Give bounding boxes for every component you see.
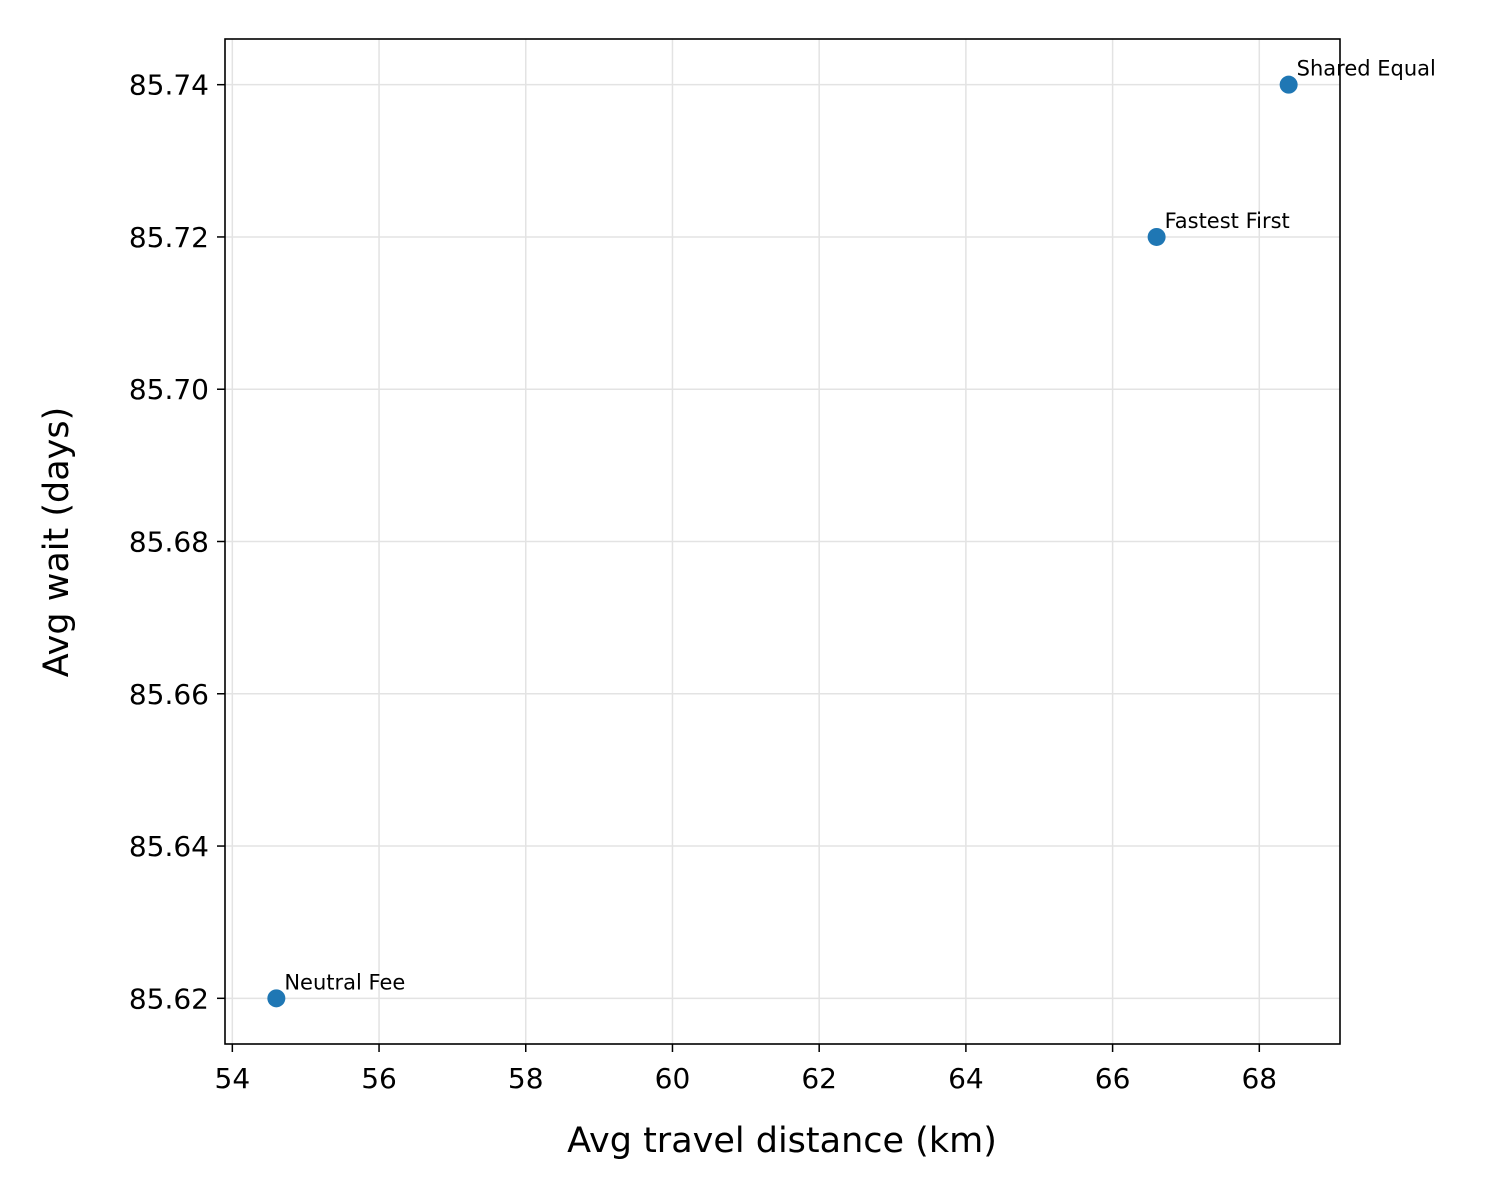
point-label: Fastest First [1165, 209, 1290, 233]
point-label: Shared Equal [1297, 57, 1436, 81]
y-tick-label: 85.68 [129, 526, 209, 559]
y-axis-title: Avg wait (days) [37, 407, 77, 678]
data-point [267, 989, 286, 1008]
x-tick-label: 66 [1095, 1062, 1131, 1095]
x-tick-label: 58 [508, 1062, 544, 1095]
y-tick-label: 85.74 [129, 69, 209, 102]
x-axis-ticks: 54 56 58 60 62 64 66 68 [215, 1044, 1277, 1095]
x-tick-label: 68 [1241, 1062, 1277, 1095]
x-tick-label: 62 [801, 1062, 837, 1095]
x-tick-label: 64 [948, 1062, 984, 1095]
x-tick-label: 56 [361, 1062, 397, 1095]
x-tick-label: 54 [215, 1062, 251, 1095]
y-tick-label: 85.70 [129, 373, 209, 406]
y-tick-label: 85.72 [129, 221, 209, 254]
point-label: Neutral Fee [284, 970, 405, 994]
y-axis-ticks: 85.62 85.64 85.66 85.68 85.70 85.72 85.74 [129, 69, 225, 1015]
data-point [1279, 75, 1298, 94]
plot-frame [224, 38, 1341, 1045]
x-tick-label: 60 [655, 1062, 691, 1095]
x-axis-title: Avg travel distance (km) [567, 1121, 997, 1161]
y-tick-label: 85.64 [129, 830, 209, 863]
data-point [1147, 227, 1166, 246]
grid [225, 39, 1340, 1044]
data-points: Neutral Fee Fastest First Shared Equal [267, 57, 1436, 1008]
y-tick-label: 85.62 [129, 982, 209, 1015]
y-tick-label: 85.66 [129, 678, 209, 711]
